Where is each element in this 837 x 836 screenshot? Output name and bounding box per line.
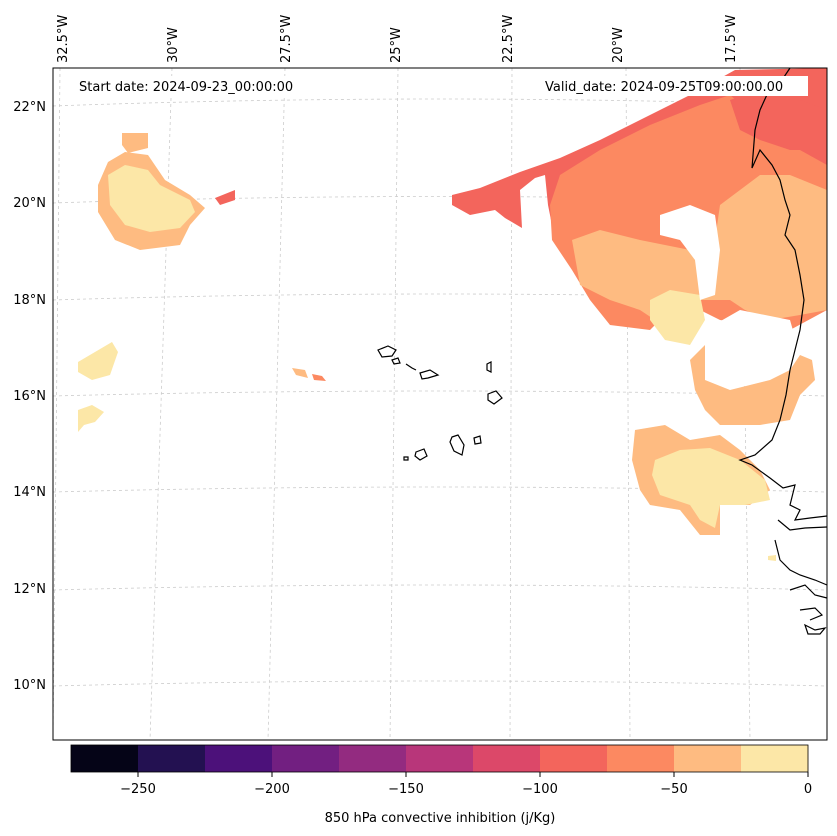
contour-coast-dot bbox=[768, 555, 776, 561]
contour-peach-center bbox=[292, 368, 308, 378]
valid-date-label: Valid_date: 2024-09-25T09:00:00.00 bbox=[545, 80, 783, 95]
lon-label: 20°W bbox=[611, 27, 626, 63]
lat-label: 20°N bbox=[13, 196, 46, 211]
colorbar-tick-label: −250 bbox=[120, 782, 156, 797]
colorbar-segment bbox=[540, 745, 608, 772]
colorbar-segment bbox=[272, 745, 340, 772]
lon-label: 30°W bbox=[166, 27, 181, 63]
africa-coastline bbox=[738, 67, 828, 635]
contour-yellow-se bbox=[652, 448, 770, 528]
colorbar-segment bbox=[607, 745, 675, 772]
colorbar-tick-label: −50 bbox=[660, 782, 687, 797]
colorbar-tick-label: 0 bbox=[804, 782, 812, 797]
colorbar-segment bbox=[741, 745, 809, 772]
colorbar-segment bbox=[674, 745, 742, 772]
colorbar bbox=[71, 745, 809, 772]
colorbar-segment bbox=[138, 745, 206, 772]
contour-peach-main bbox=[572, 175, 827, 330]
coastlines bbox=[377, 67, 828, 635]
contour-orange-center bbox=[312, 374, 326, 381]
colorbar-tick-label: −150 bbox=[388, 782, 424, 797]
colorbar-segment bbox=[406, 745, 474, 772]
island-santo-antao bbox=[377, 345, 397, 358]
longitude-labels: 32.5°W 30°W 27.5°W 25°W 22.5°W 20°W 17.5… bbox=[56, 15, 739, 63]
island-brava bbox=[403, 456, 409, 461]
lat-label: 22°N bbox=[13, 100, 46, 115]
contour-yellow-w2 bbox=[78, 405, 104, 432]
lat-label: 16°N bbox=[13, 389, 46, 404]
latitude-labels: 22°N 20°N 18°N 16°N 14°N 12°N 10°N bbox=[13, 100, 46, 693]
island-sao-tiago-ne bbox=[473, 435, 482, 445]
island-sal bbox=[486, 361, 492, 373]
valid-date-box bbox=[540, 76, 808, 96]
lon-label: 32.5°W bbox=[56, 15, 71, 63]
island-sao-nicolau bbox=[405, 363, 417, 371]
lat-label: 18°N bbox=[13, 293, 46, 308]
colorbar-segment bbox=[71, 745, 139, 772]
contour-yellow-nw bbox=[108, 165, 195, 232]
island-fogo bbox=[414, 448, 428, 461]
lat-label: 12°N bbox=[13, 582, 46, 597]
island-maio bbox=[419, 369, 440, 380]
colorbar-ticks: −250 −200 −150 −100 −50 0 bbox=[120, 772, 812, 797]
start-date-box bbox=[74, 76, 310, 96]
island-sao-vicente bbox=[391, 357, 401, 365]
colorbar-segment bbox=[339, 745, 407, 772]
colorbar-label: 850 hPa convective inhibition (j/Kg) bbox=[325, 811, 556, 826]
lon-label: 25°W bbox=[389, 27, 404, 63]
lon-label: 27.5°W bbox=[279, 15, 294, 63]
lon-label: 17.5°W bbox=[724, 15, 739, 63]
contour-gap-2 bbox=[705, 310, 800, 390]
contour-gap-1 bbox=[660, 205, 720, 300]
contour-peach-nw-small bbox=[122, 133, 148, 153]
cin-contours bbox=[78, 68, 827, 561]
colorbar-segment bbox=[205, 745, 273, 772]
colorbar-frame bbox=[70, 744, 809, 773]
lon-label: 22.5°W bbox=[501, 15, 516, 63]
colorbar-tick-label: −100 bbox=[522, 782, 558, 797]
island-santiago bbox=[449, 434, 465, 456]
map-frame bbox=[52, 67, 828, 741]
island-boa-vista bbox=[487, 390, 503, 405]
start-date-label: Start date: 2024-09-23_00:00:00 bbox=[79, 80, 293, 95]
contour-red-nw-tick bbox=[215, 190, 235, 205]
colorbar-tick-label: −200 bbox=[254, 782, 290, 797]
contour-yellow-patch bbox=[650, 290, 705, 345]
lat-label: 14°N bbox=[13, 485, 46, 500]
colorbar-segment bbox=[473, 745, 541, 772]
lat-label: 10°N bbox=[13, 678, 46, 693]
contour-yellow-w1 bbox=[78, 342, 118, 380]
